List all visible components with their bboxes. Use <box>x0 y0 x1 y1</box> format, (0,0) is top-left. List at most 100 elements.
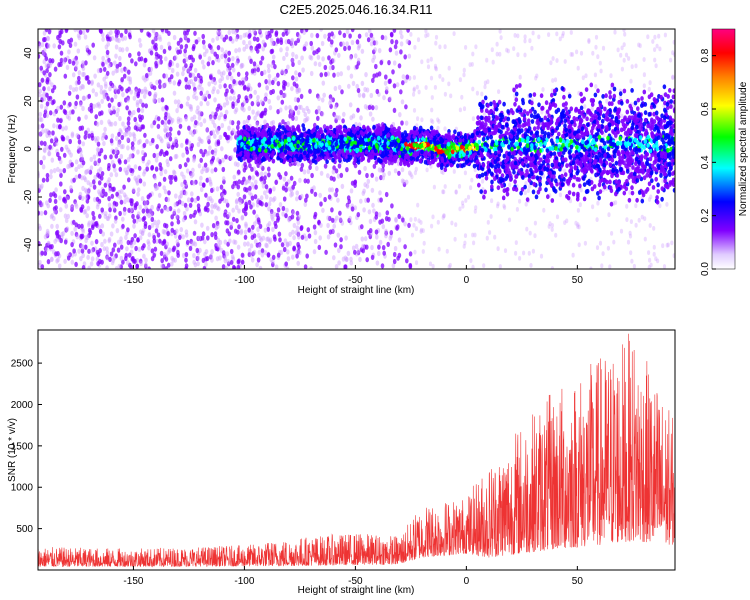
spectrogram-cell <box>184 263 189 269</box>
spectrogram-cell <box>57 263 62 269</box>
spectrogram-cell <box>75 234 80 240</box>
spectrogram-cell <box>264 194 269 200</box>
spectrogram-cell <box>137 56 142 62</box>
spectrogram-cell <box>193 128 198 135</box>
spectrogram-cell <box>443 91 447 97</box>
spectrogram-cell <box>200 235 205 241</box>
spectrogram-cell <box>634 222 638 228</box>
spectrogram-cell <box>438 44 442 50</box>
spectrogram-cell <box>96 172 100 178</box>
spectrogram-cell <box>216 139 221 145</box>
spectrogram-cell <box>351 113 356 119</box>
spectrogram-cell <box>95 121 100 127</box>
spectrogram-cell <box>79 157 83 163</box>
spectrogram-cell <box>218 134 223 140</box>
spectrogram-cell <box>141 102 145 108</box>
spectrogram-cell <box>343 45 347 52</box>
spectrogram-cell <box>45 177 50 183</box>
spectrogram-cell <box>101 90 106 96</box>
spectrogram-cell <box>140 245 145 251</box>
spectrogram-cell <box>118 55 122 61</box>
spectrogram-cell <box>551 56 555 61</box>
spectrogram-cell <box>143 77 147 83</box>
spectrogram-cell <box>486 220 490 225</box>
spectrogram-cell <box>658 46 662 52</box>
spectrogram-cell <box>591 204 595 210</box>
spectrogram-cell <box>388 235 393 241</box>
spectrogram-cell <box>162 48 167 55</box>
spectrogram-cell <box>502 153 507 159</box>
spectrogram-cell <box>145 138 149 144</box>
spectrogram-cell <box>226 62 230 69</box>
spectrogram-cell <box>640 96 644 101</box>
spectrogram-cell <box>232 79 236 85</box>
spectrogram-cell <box>209 181 213 187</box>
spectrogram-cell <box>145 200 150 206</box>
spectrogram-cell <box>447 81 451 87</box>
spectrogram-cell <box>174 142 179 148</box>
spectrogram-cell <box>84 169 89 175</box>
spectrogram-cell <box>127 32 132 38</box>
spectrogram-cell <box>400 178 405 184</box>
spectrogram-cell <box>314 109 319 115</box>
spectrogram-cell <box>622 190 627 196</box>
spectrogram-cell <box>658 203 662 209</box>
spectrogram-cell <box>46 230 50 236</box>
spectrogram-cell <box>306 168 311 175</box>
spectrogram-cell <box>81 105 85 112</box>
spectrogram-cell <box>101 231 105 237</box>
spectrogram-cell <box>303 111 308 118</box>
spectrogram-cell <box>99 84 104 91</box>
spectrogram-cell <box>63 258 67 264</box>
spectrogram-cell <box>125 88 129 94</box>
spectrogram-cell <box>119 32 124 38</box>
spectrogram-cell <box>469 258 473 263</box>
spectrogram-cell <box>338 210 342 216</box>
spectrogram-cell <box>46 63 51 69</box>
spectrogram-cell <box>229 224 233 230</box>
spectrogram-cell <box>292 222 297 229</box>
spectrogram-cell <box>159 250 164 256</box>
spectrogram-cell <box>40 77 45 83</box>
spectrogram-cell <box>150 216 155 222</box>
spectrogram-cell <box>258 235 263 241</box>
spectrogram-cell <box>514 240 518 246</box>
spectrogram-cell <box>54 141 59 147</box>
spectrogram-cell <box>130 208 134 214</box>
spectrogram-cell <box>333 85 338 92</box>
spectrogram-cell <box>114 68 118 74</box>
spectrogram-cell <box>200 86 204 92</box>
spectrogram-cell <box>161 106 165 112</box>
spectrogram-cell <box>209 254 213 260</box>
spectrogram-cell <box>90 80 94 86</box>
spectrogram-cell <box>52 123 56 129</box>
spectrogram-cell <box>313 191 318 197</box>
spectrogram-cell <box>313 230 318 236</box>
spectrogram-cell <box>223 239 228 245</box>
spectrogram-cell <box>458 77 462 83</box>
spectrogram-cell <box>93 73 97 79</box>
spectrogram-cell <box>50 157 55 163</box>
spectrogram-cell <box>119 236 123 242</box>
spectrogram-cell <box>334 47 339 53</box>
spectrogram-cell <box>142 93 147 99</box>
spectrogram-cell <box>308 88 312 94</box>
spectrogram-cell <box>403 54 408 60</box>
spectrogram-cell <box>63 57 68 63</box>
spectrogram-cell <box>299 166 304 172</box>
spectrogram-cell <box>393 168 398 174</box>
spectrogram-cell <box>142 200 147 206</box>
spectrogram-cell <box>86 205 91 211</box>
spectrogram-cell <box>382 95 386 101</box>
spectrogram-cell <box>157 60 161 66</box>
spectrogram-cell <box>127 110 132 116</box>
spectrogram-cell <box>114 44 119 50</box>
spectrogram-cell <box>220 146 224 152</box>
spectrogram-cell <box>271 254 276 260</box>
spectrogram-cell <box>87 220 92 226</box>
spectrogram-cell <box>312 249 317 255</box>
spectrogram-cell <box>205 225 210 231</box>
spectrogram-cell <box>93 159 97 165</box>
spectrogram-cell <box>384 89 389 95</box>
spectrogram-cell <box>108 187 112 193</box>
